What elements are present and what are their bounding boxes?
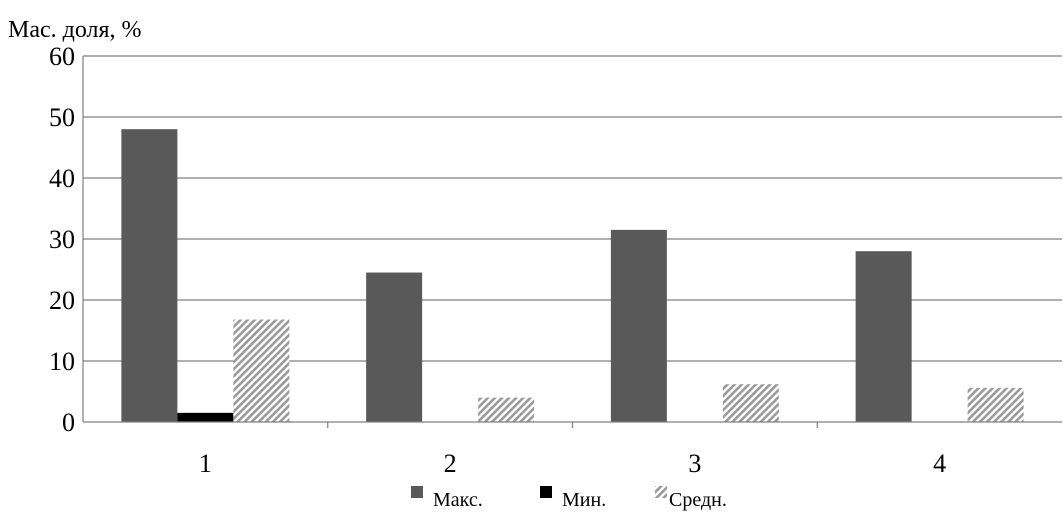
x-tick-label: 2 <box>444 449 457 478</box>
y-tick-labels: 0 10 20 30 40 50 60 <box>49 42 75 437</box>
gridlines <box>83 55 1062 362</box>
x-tick-label: 3 <box>688 449 701 478</box>
y-tick-label: 60 <box>49 42 75 71</box>
legend-label: Макс. <box>433 489 483 511</box>
bar <box>722 384 779 422</box>
bar <box>233 319 290 422</box>
legend-swatch <box>655 486 667 498</box>
legend-swatch <box>540 486 552 498</box>
bar <box>121 129 178 422</box>
legend-label: Мин. <box>562 489 606 511</box>
bar <box>610 229 667 422</box>
x-tick-label: 1 <box>199 449 212 478</box>
y-tick-label: 20 <box>49 286 75 315</box>
bars <box>121 129 1024 422</box>
bar <box>478 397 535 422</box>
y-tick-label: 0 <box>62 408 75 437</box>
bar <box>177 412 234 422</box>
x-tick-labels: 1 2 3 4 <box>199 449 946 478</box>
y-axis-label: Мас. доля, % <box>8 17 142 43</box>
bar <box>366 272 423 422</box>
bar <box>967 387 1024 422</box>
x-tick-label: 4 <box>933 449 946 478</box>
y-tick-label: 10 <box>49 347 75 376</box>
y-tick-label: 50 <box>49 103 75 132</box>
y-tick-label: 30 <box>49 225 75 254</box>
legend-label: Средн. <box>669 489 727 511</box>
y-tick-label: 40 <box>49 164 75 193</box>
legend: Макс. Мин. Средн. <box>411 486 727 511</box>
legend-swatch <box>411 486 423 498</box>
axes <box>82 56 1062 428</box>
bar <box>855 251 912 422</box>
